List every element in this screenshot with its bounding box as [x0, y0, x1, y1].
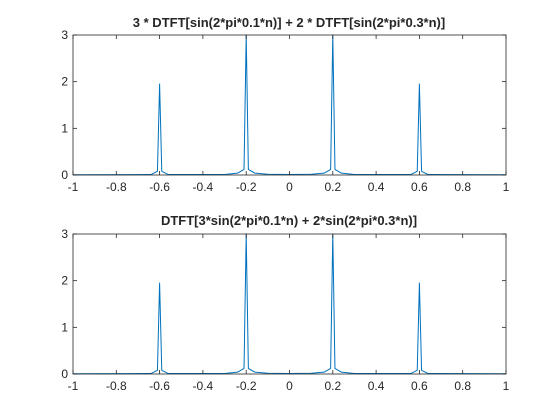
- y-tick-label: 0: [61, 367, 68, 381]
- y-tick-label: 2: [61, 75, 68, 89]
- y-tick-label: 2: [61, 274, 68, 288]
- x-tick-label: 0.4: [368, 180, 385, 194]
- x-tick-label: -0.4: [193, 180, 214, 194]
- x-tick-label: -0.2: [236, 379, 257, 393]
- x-tick-label: 0.4: [368, 379, 385, 393]
- subplot-top: 3 * DTFT[sin(2*pi*0.1*n)] + 2 * DTFT[sin…: [61, 15, 509, 194]
- x-tick-label: 0.2: [324, 379, 341, 393]
- plot-area: [73, 234, 506, 374]
- x-tick-label: -0.2: [236, 180, 257, 194]
- x-tick-label: -1: [68, 180, 79, 194]
- plot-area: [73, 35, 506, 175]
- x-tick-label: 0.8: [454, 379, 471, 393]
- y-tick-label: 1: [61, 320, 68, 334]
- x-tick-label: -0.6: [149, 180, 170, 194]
- x-tick-label: 0: [286, 379, 293, 393]
- x-tick-label: -0.8: [106, 180, 127, 194]
- x-tick-label: -0.4: [193, 379, 214, 393]
- subplot-bottom: DTFT[3*sin(2*pi*0.1*n) + 2*sin(2*pi*0.3*…: [61, 213, 509, 393]
- x-tick-label: 0.8: [454, 180, 471, 194]
- y-tick-label: 0: [61, 168, 68, 182]
- x-tick-label: 0: [286, 180, 293, 194]
- x-tick-label: -1: [68, 379, 79, 393]
- y-tick-label: 1: [61, 121, 68, 135]
- y-tick-label: 3: [61, 28, 68, 42]
- chart-title: DTFT[3*sin(2*pi*0.1*n) + 2*sin(2*pi*0.3*…: [161, 213, 417, 228]
- y-tick-label: 3: [61, 227, 68, 241]
- x-tick-label: 0.6: [411, 379, 428, 393]
- x-tick-label: -0.8: [106, 379, 127, 393]
- x-tick-label: 0.2: [324, 180, 341, 194]
- chart-title: 3 * DTFT[sin(2*pi*0.1*n)] + 2 * DTFT[sin…: [133, 15, 445, 30]
- x-tick-label: 1: [503, 379, 510, 393]
- x-tick-label: -0.6: [149, 379, 170, 393]
- x-tick-label: 1: [503, 180, 510, 194]
- x-tick-label: 0.6: [411, 180, 428, 194]
